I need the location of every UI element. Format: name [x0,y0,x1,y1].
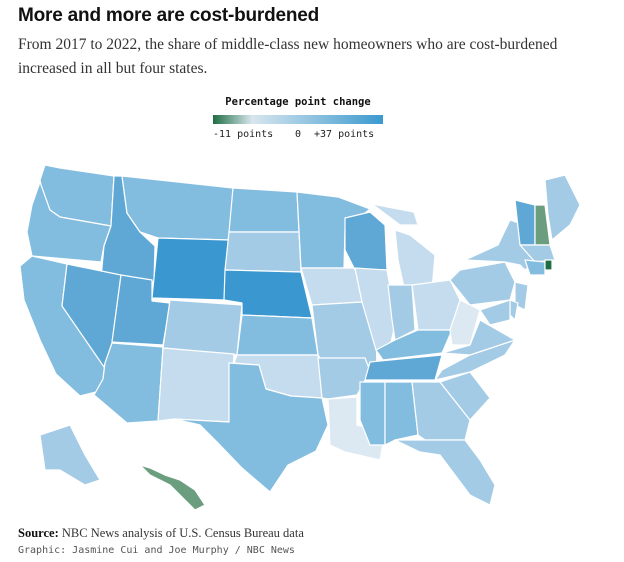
state-de [509,299,519,321]
source-label: Source: [18,526,59,540]
legend: Percentage point change -11 points 0 +37… [200,96,396,140]
legend-color-ramp [213,115,383,124]
us-states-map [19,164,581,511]
state-sd [224,231,302,273]
state-ct [524,259,546,276]
state-wy [151,237,230,301]
state-ia [300,267,363,306]
state-nm [157,347,235,423]
state-mt [121,175,234,241]
state-me [544,174,581,241]
state-co [162,299,243,356]
graphic-credit: Graphic: Jasmine Cui and Joe Murphy / NB… [18,545,295,556]
state-ak [39,424,101,486]
legend-min-label: -11 points [213,129,274,140]
state-ms [359,381,386,446]
chart-title: More and more are cost-burdened [18,5,320,26]
chart-subtitle: From 2017 to 2022, the share of middle-c… [18,36,558,77]
state-va [441,319,516,356]
state-nd [228,187,300,233]
state-al [384,381,419,446]
legend-zero-label: 0 [295,129,302,140]
legend-title: Percentage point change [225,96,371,108]
state-ri [544,259,553,271]
state-ar [317,357,371,400]
state-fl [394,439,496,506]
state-wv [449,299,481,346]
state-or [26,181,112,263]
state-ks [236,314,319,356]
state-wi [344,211,388,271]
legend-max-label: +37 points [314,129,375,140]
state-ma [519,244,556,263]
state-hi [139,464,206,511]
state-md [479,299,511,326]
state-tx [173,362,329,493]
state-mi [371,203,419,226]
state-sc [439,371,491,421]
source-text: NBC News analysis of U.S. Census Bureau … [58,526,304,540]
source-note: Source: NBC News analysis of U.S. Census… [18,526,304,541]
